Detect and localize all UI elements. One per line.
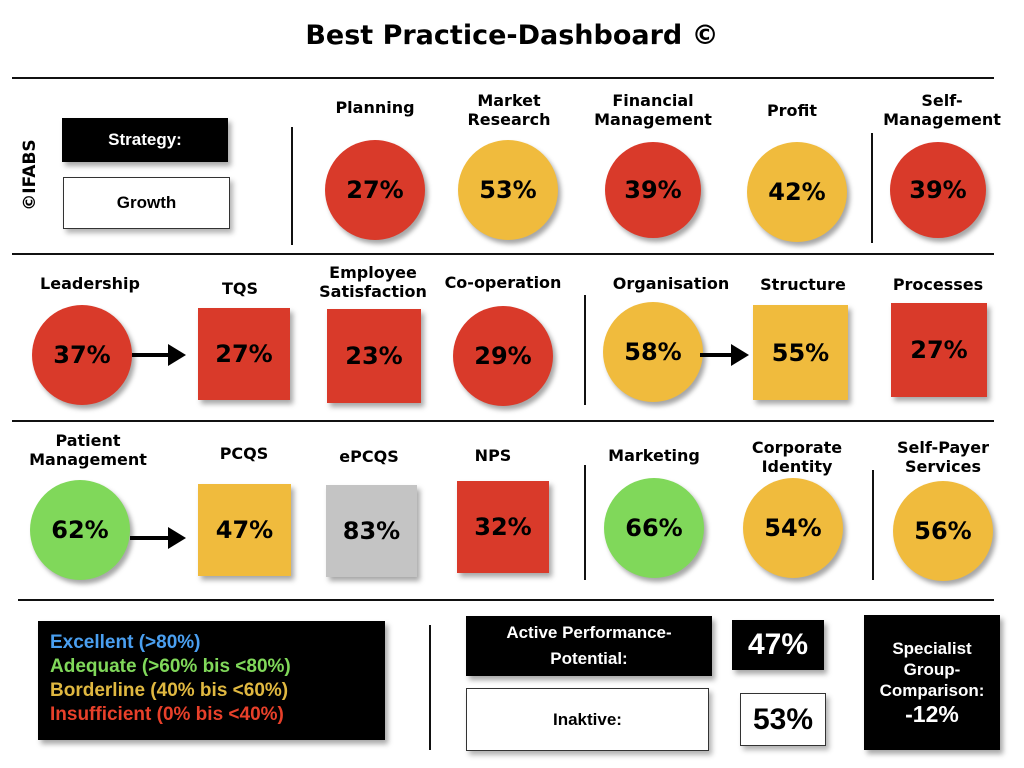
kpi-patient-management: 62% bbox=[30, 480, 130, 580]
kpi-organisation: 58% bbox=[603, 302, 703, 402]
kpi-structure: 55% bbox=[753, 305, 848, 400]
label-profit: Profit bbox=[766, 101, 818, 120]
label-patient-management: Patient Management bbox=[29, 431, 147, 469]
kpi-self-payer-services: 56% bbox=[893, 481, 993, 581]
divider bbox=[429, 625, 431, 750]
kpi-nps: 32% bbox=[457, 481, 549, 573]
divider bbox=[584, 295, 586, 405]
divider bbox=[18, 599, 994, 601]
label-structure: Structure bbox=[760, 275, 846, 294]
kpi-profit: 42% bbox=[747, 142, 847, 242]
legend-borderline: Borderline (40% bis <60%) bbox=[50, 680, 289, 701]
legend-insufficient: Insufficient (0% bis <40%) bbox=[50, 704, 284, 725]
label-leadership: Leadership bbox=[40, 274, 140, 293]
kpi-planning: 27% bbox=[325, 140, 425, 240]
specialist-comparison-value: -12% bbox=[905, 700, 959, 727]
label-epcqs: ePCQS bbox=[339, 447, 399, 466]
label-market-research: Market Research bbox=[467, 91, 551, 129]
label-financial-management: Financial Management bbox=[594, 91, 712, 129]
kpi-epcqs: 83% bbox=[326, 485, 417, 577]
kpi-tqs: 27% bbox=[198, 308, 290, 400]
label-nps: NPS bbox=[474, 446, 512, 465]
kpi-market-research: 53% bbox=[458, 140, 558, 240]
kpi-employee-satisfaction: 23% bbox=[327, 309, 421, 403]
kpi-financial-management: 39% bbox=[605, 142, 701, 238]
copyright-label: ©IFABS bbox=[20, 139, 40, 211]
strategy-label: Strategy: bbox=[62, 118, 228, 162]
label-processes: Processes bbox=[892, 275, 984, 294]
arrow-right-icon bbox=[132, 344, 186, 366]
label-co-operation: Co-operation bbox=[444, 273, 562, 292]
kpi-leadership: 37% bbox=[32, 305, 132, 405]
label-employee-satisfaction: Employee Satisfaction bbox=[319, 263, 427, 301]
label-tqs: TQS bbox=[221, 279, 259, 298]
divider bbox=[872, 470, 874, 580]
divider bbox=[12, 420, 994, 422]
inactive-label: Inaktive: bbox=[466, 688, 709, 751]
kpi-marketing: 66% bbox=[604, 478, 704, 578]
divider bbox=[291, 127, 293, 245]
label-marketing: Marketing bbox=[608, 446, 700, 465]
label-self-management: Self-Management bbox=[883, 91, 1001, 129]
kpi-self-management: 39% bbox=[890, 142, 986, 238]
legend-excellent: Excellent (>80%) bbox=[50, 632, 201, 653]
specialist-comparison-label: Specialist Group-Comparison: bbox=[879, 638, 985, 700]
divider bbox=[12, 77, 994, 79]
strategy-value: Growth bbox=[63, 177, 230, 229]
inactive-value: 53% bbox=[740, 693, 826, 746]
label-organisation: Organisation bbox=[612, 274, 730, 293]
label-pcqs: PCQS bbox=[219, 444, 269, 463]
divider bbox=[584, 465, 586, 580]
kpi-pcqs: 47% bbox=[198, 484, 291, 576]
page-title: Best Practice-Dashboard © bbox=[305, 20, 719, 51]
arrow-right-icon bbox=[700, 344, 749, 366]
label-corporate-identity: Corporate Identity bbox=[751, 438, 843, 476]
active-performance-label: Active Performance-Potential: bbox=[466, 616, 712, 676]
divider bbox=[871, 133, 873, 243]
specialist-comparison-box: Specialist Group-Comparison: -12% bbox=[864, 615, 1000, 750]
label-planning: Planning bbox=[335, 98, 415, 117]
legend: Excellent (>80%) Adequate (>60% bis <80%… bbox=[38, 621, 385, 740]
label-self-payer-services: Self-Payer Services bbox=[897, 438, 989, 476]
kpi-corporate-identity: 54% bbox=[743, 478, 843, 578]
active-performance-value: 47% bbox=[732, 620, 824, 670]
legend-adequate: Adequate (>60% bis <80%) bbox=[50, 656, 291, 677]
divider bbox=[12, 253, 994, 255]
arrow-right-icon bbox=[130, 527, 186, 549]
kpi-co-operation: 29% bbox=[453, 306, 553, 406]
kpi-processes: 27% bbox=[891, 303, 987, 397]
